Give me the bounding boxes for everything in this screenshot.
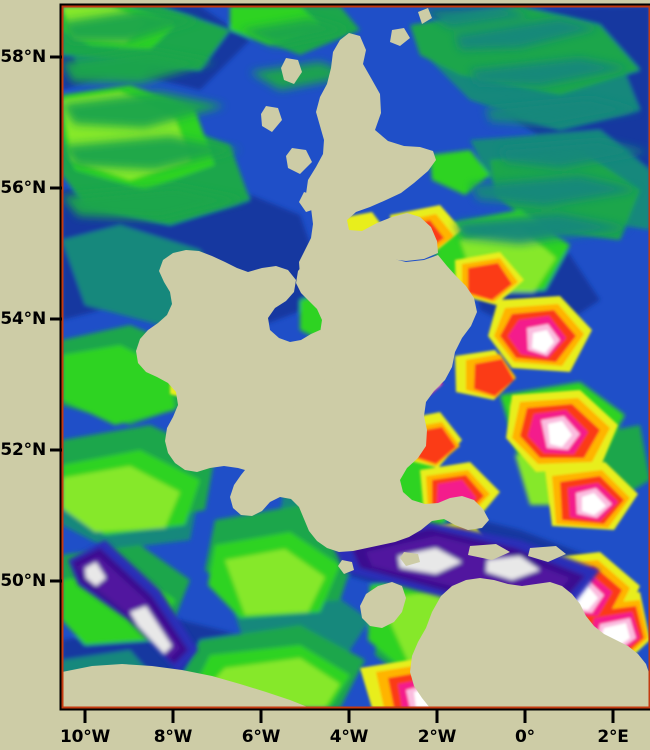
lon-label-6w: 6°W [241, 727, 281, 747]
lon-label-10w: 10°W [59, 727, 111, 747]
axis-ticks [50, 55, 615, 723]
lon-label-8w: 8°W [153, 727, 193, 747]
lon-label-4w: 4°W [329, 727, 369, 747]
lat-label-52: 52°N [0, 440, 46, 460]
lat-label-56: 56°N [0, 178, 46, 198]
lon-label-0: 0° [515, 727, 535, 747]
lat-label-50: 50°N [0, 571, 46, 591]
lat-label-58: 58°N [0, 47, 46, 67]
lat-label-54: 54°N [0, 309, 46, 329]
lon-label-2w: 2°W [417, 727, 457, 747]
plot-frame-outer [59, 3, 650, 711]
lon-label-2e: 2°E [597, 727, 629, 747]
contour-field [62, 6, 650, 708]
